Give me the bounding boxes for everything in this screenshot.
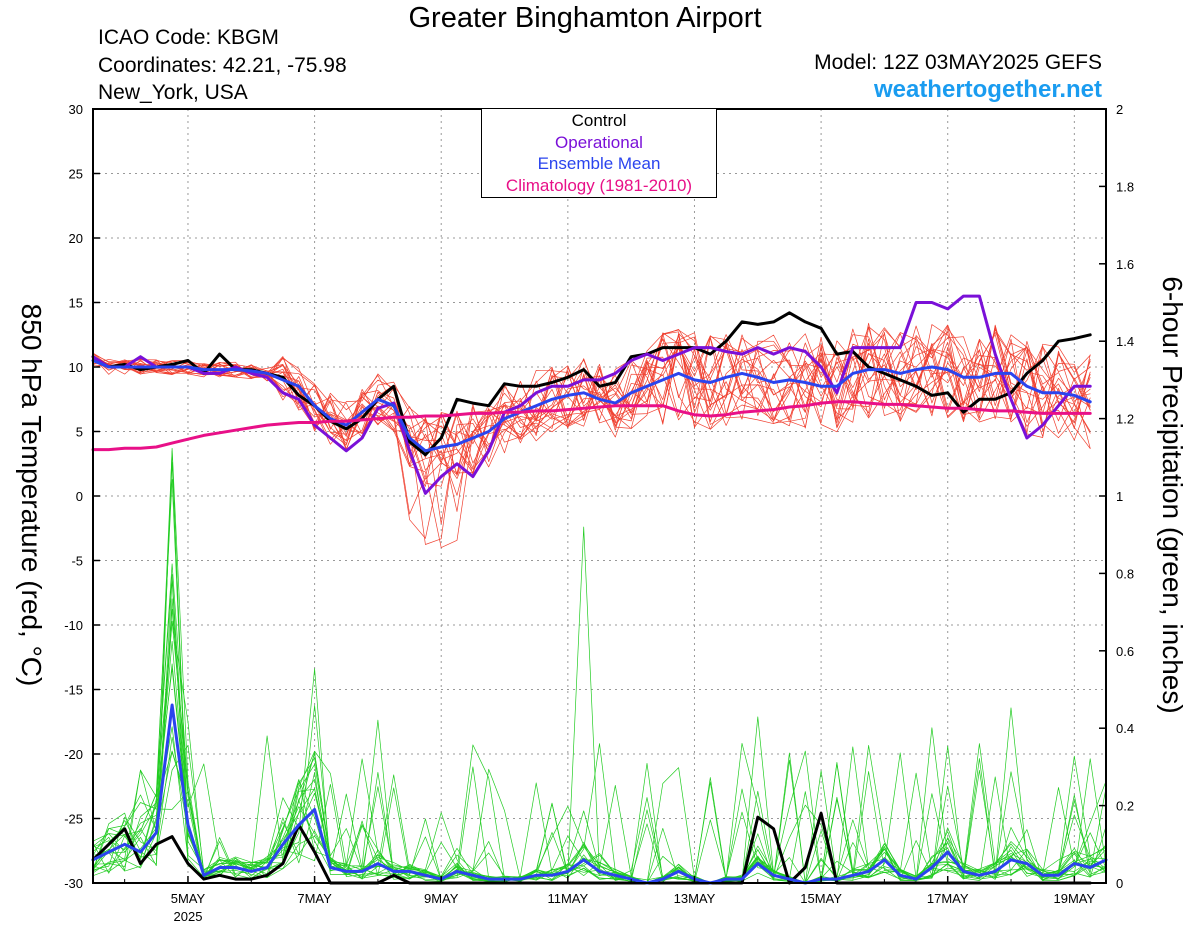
climatology-line bbox=[91, 400, 1092, 452]
precip-member-line bbox=[92, 598, 1107, 884]
coordinates: Coordinates: 42.21, -75.98 bbox=[98, 54, 347, 77]
y-tick-label-left: 30 bbox=[69, 102, 83, 117]
precip-member-line bbox=[92, 663, 1107, 884]
y-tick-label-left: -20 bbox=[64, 747, 83, 762]
y-tick-label-left: -5 bbox=[71, 554, 83, 569]
y-tick-label-right: 1.4 bbox=[1116, 334, 1134, 349]
y-tick-label-left: 20 bbox=[69, 231, 83, 246]
y-axis-left-label: 850 hPa Temperature (red, °C) bbox=[16, 303, 47, 687]
precip-ensemble-mean-line bbox=[91, 703, 1108, 885]
legend-ensemble-mean: Ensemble Mean bbox=[537, 154, 661, 173]
temperature-member-line bbox=[92, 326, 1091, 512]
x-tick-label: 5MAY bbox=[171, 891, 206, 906]
x-tick-label: 15MAY bbox=[800, 891, 842, 906]
precip-member-line bbox=[92, 447, 1107, 884]
y-tick-label-right: 1.8 bbox=[1116, 179, 1134, 194]
y-tick-label-left: -25 bbox=[64, 812, 83, 827]
precip-member-line bbox=[92, 450, 1107, 882]
temperature-member-line bbox=[92, 333, 1091, 545]
y-tick-label-left: -30 bbox=[64, 876, 83, 891]
y-axis-right-label: 6-hour Precipitation (green, inches) bbox=[1157, 276, 1188, 714]
y-tick-label-left: 5 bbox=[76, 425, 83, 440]
legend-climatology: Climatology (1981-2010) bbox=[505, 175, 693, 195]
temperature-ensemble-mean-line bbox=[91, 359, 1092, 453]
y-tick-label-left: 15 bbox=[69, 296, 83, 311]
precip-member-line bbox=[92, 744, 1107, 884]
legend: Control Operational Ensemble Mean Climat… bbox=[481, 108, 717, 198]
temperature-member-line bbox=[92, 328, 1091, 548]
y-tick-label-right: 0.6 bbox=[1116, 644, 1134, 659]
legend-control: Control bbox=[571, 111, 627, 130]
x-tick-label: 9MAY bbox=[424, 891, 459, 906]
model-run: Model: 12Z 03MAY2025 GEFS bbox=[814, 51, 1102, 74]
precip-member-line bbox=[92, 574, 1107, 884]
legend-operational: Operational bbox=[555, 132, 643, 152]
grid-lines bbox=[93, 109, 1106, 883]
x-tick-label: 11MAY bbox=[547, 891, 588, 906]
temperature-members bbox=[92, 322, 1091, 548]
y-tick-label-right: 0 bbox=[1116, 876, 1123, 891]
temperature-operational-line bbox=[91, 294, 1092, 495]
precip-member-line bbox=[92, 608, 1107, 884]
icao-code: ICAO Code: KBGM bbox=[98, 26, 279, 49]
x-tick-label: 19MAY bbox=[1054, 891, 1096, 906]
precip-member-line bbox=[92, 758, 1107, 884]
x-tick-label: 7MAY bbox=[297, 891, 332, 906]
temperature-member-line bbox=[92, 333, 1091, 469]
y-tick-label-right: 1.2 bbox=[1116, 412, 1134, 427]
y-tick-label-right: 1 bbox=[1116, 489, 1123, 504]
y-tick-label-right: 2 bbox=[1116, 102, 1123, 117]
y-tick-label-left: 25 bbox=[69, 167, 83, 182]
x-tick-label: 17MAY bbox=[927, 891, 969, 906]
temperature-member-line bbox=[92, 338, 1091, 496]
y-tick-label-right: 0.8 bbox=[1116, 566, 1134, 581]
y-tick-label-right: 0.2 bbox=[1116, 799, 1134, 814]
x-tick-label: 13MAY bbox=[674, 891, 716, 906]
y-tick-label-left: 10 bbox=[69, 360, 83, 375]
precip-member-line bbox=[92, 640, 1107, 884]
y-tick-label-left: 0 bbox=[76, 489, 83, 504]
y-tick-label-left: -10 bbox=[64, 618, 83, 633]
precip-member-line bbox=[92, 479, 1107, 884]
precip-members bbox=[92, 447, 1107, 884]
y-tick-label-right: 0.4 bbox=[1116, 721, 1134, 736]
temperature-member-line bbox=[92, 324, 1091, 525]
precip-member-line bbox=[92, 563, 1107, 884]
precip-member-line bbox=[92, 736, 1107, 884]
y-tick-label-left: -15 bbox=[64, 683, 83, 698]
precip-member-line bbox=[92, 668, 1107, 884]
temperature-member-line bbox=[92, 338, 1091, 515]
site-link[interactable]: weathertogether.net bbox=[873, 76, 1102, 103]
x-tick-sublabel: 2025 bbox=[174, 909, 203, 924]
chart-title: Greater Binghamton Airport bbox=[408, 2, 762, 34]
location: New_York, USA bbox=[98, 81, 248, 104]
y-tick-label-right: 1.6 bbox=[1116, 257, 1134, 272]
